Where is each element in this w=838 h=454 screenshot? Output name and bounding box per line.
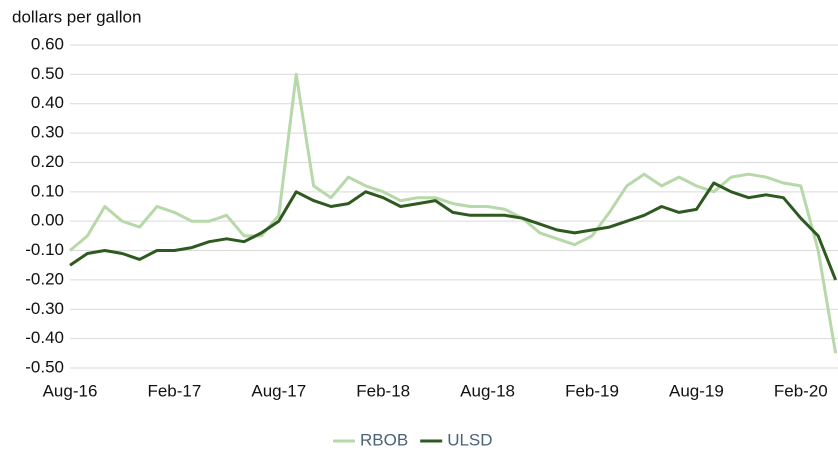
y-axis-label: dollars per gallon [12,7,141,26]
y-tick-label: -0.10 [25,240,64,259]
y-tick-label: 0.40 [31,93,64,112]
y-tick-label: -0.30 [25,299,64,318]
y-tick-label: -0.50 [25,357,64,376]
legend-label: ULSD [447,430,492,449]
x-tick-label: Aug-19 [669,381,724,400]
x-tick-label: Aug-18 [460,381,515,400]
y-tick-label: 0.10 [31,181,64,200]
y-tick-label: 0.60 [31,34,64,53]
y-tick-label: 0.00 [31,211,64,230]
x-tick-label: Aug-17 [251,381,306,400]
y-tick-label: -0.40 [25,328,64,347]
x-tick-label: Feb-18 [356,381,410,400]
legend-label: RBOB [360,430,408,449]
y-tick-label: 0.50 [31,64,64,83]
x-tick-label: Feb-19 [565,381,619,400]
x-tick-label: Feb-17 [147,381,201,400]
x-tick-label: Feb-20 [774,381,828,400]
x-tick-label: Aug-16 [43,381,98,400]
y-tick-label: -0.20 [25,269,64,288]
y-tick-label: 0.30 [31,123,64,142]
y-tick-label: 0.20 [31,152,64,171]
series-line [69,181,837,281]
